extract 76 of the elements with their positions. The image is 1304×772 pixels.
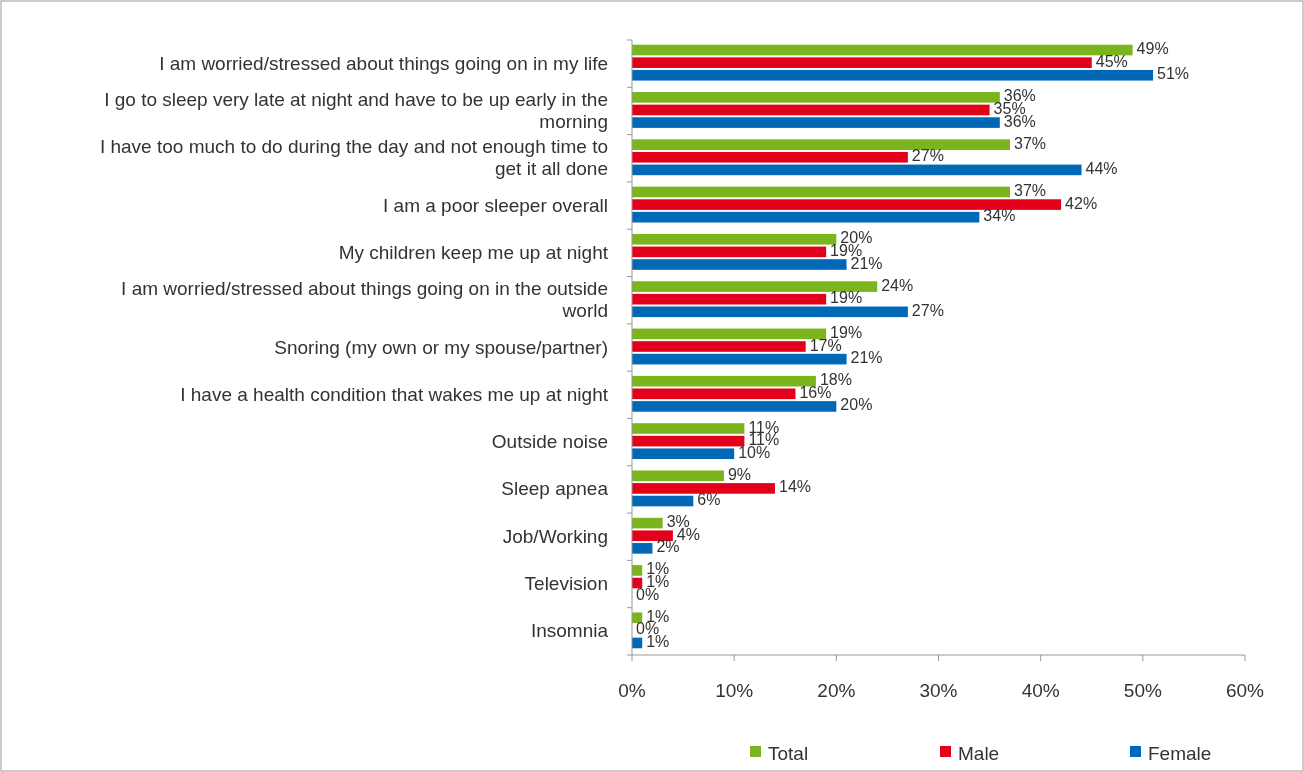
data-label: 21% (850, 349, 883, 367)
y-tick-label: I am a poor sleeper overall (383, 194, 608, 216)
x-tick-label: 20% (817, 680, 856, 701)
bar (632, 186, 1011, 198)
y-tick-label: I have a health condition that wakes me up at night (180, 383, 609, 405)
bar (632, 530, 673, 542)
bar (632, 117, 1000, 128)
bar (632, 328, 827, 340)
legend-label: Total (768, 743, 809, 764)
y-tick-label: I am worried/stressed about things going on in the outside world (121, 278, 608, 322)
bar (632, 139, 1011, 150)
bar (632, 104, 990, 116)
bar (632, 341, 806, 352)
bar (632, 470, 724, 482)
data-label: 27% (911, 147, 944, 165)
data-label: 19% (830, 323, 863, 341)
bar (632, 92, 1000, 103)
x-tick-label: 0% (618, 680, 646, 701)
bar (632, 565, 643, 576)
bar (632, 199, 1062, 210)
y-tick-label: I am worried/stressed about things going on in my life (159, 52, 608, 74)
bar (632, 388, 796, 400)
bar (632, 543, 653, 554)
data-label: 45% (1095, 52, 1128, 70)
y-tick-label: Insomnia (530, 620, 609, 642)
bar (632, 44, 1133, 56)
y-tick-label: My children keep me up at night (338, 241, 609, 263)
bar (632, 435, 745, 447)
y-tick-label: Snoring (my own or my spouse/partner) (274, 336, 608, 358)
y-tick-label: I go to sleep very late at night and have to be up early in the morning (104, 88, 608, 132)
bar (632, 375, 816, 387)
x-tick-label: 60% (1225, 680, 1265, 701)
data-label: 37% (1014, 134, 1047, 152)
x-tick-label: 30% (919, 680, 958, 701)
y-tick-label: Job/Working (502, 525, 608, 547)
data-label: 44% (1085, 159, 1118, 177)
bar (632, 448, 735, 460)
data-label: 20% (840, 396, 873, 414)
bar (632, 151, 908, 163)
x-tick-label: 50% (1123, 680, 1162, 701)
bar (632, 306, 908, 318)
bar (632, 233, 837, 245)
bar (632, 164, 1082, 176)
bar (632, 483, 776, 494)
data-label: 24% (881, 276, 914, 294)
data-label: 19% (830, 289, 863, 307)
data-label: 27% (911, 301, 944, 319)
data-label: 42% (1065, 194, 1098, 212)
bar (632, 401, 837, 412)
y-tick-label: Outside noise (491, 431, 608, 453)
bar (632, 293, 827, 305)
x-tick-label: 10% (715, 680, 754, 701)
data-label: 14% (779, 478, 812, 496)
bar (632, 423, 745, 434)
data-label: 6% (697, 491, 721, 509)
bar (632, 69, 1154, 81)
data-label: 49% (1136, 40, 1169, 58)
bar (632, 281, 878, 292)
x-tick-label: 40% (1021, 680, 1060, 701)
data-label: 9% (727, 465, 752, 483)
data-label: 2% (656, 538, 680, 556)
data-label: 34% (983, 207, 1016, 225)
bar (632, 517, 663, 529)
y-tick-label: I have too much to do during the day and not enough time to get it all done (99, 136, 608, 180)
bar (632, 495, 694, 507)
bar (632, 353, 847, 365)
data-label: 37% (1014, 181, 1047, 199)
bar (632, 57, 1092, 68)
legend-label: Female (1148, 743, 1212, 764)
bar (632, 259, 847, 270)
bar (632, 246, 827, 258)
data-label: 51% (1157, 65, 1190, 83)
y-tick-label: Television (524, 573, 608, 595)
bar (632, 211, 980, 223)
y-tick-label: Sleep apnea (501, 478, 609, 500)
legend-label: Male (958, 743, 1000, 764)
